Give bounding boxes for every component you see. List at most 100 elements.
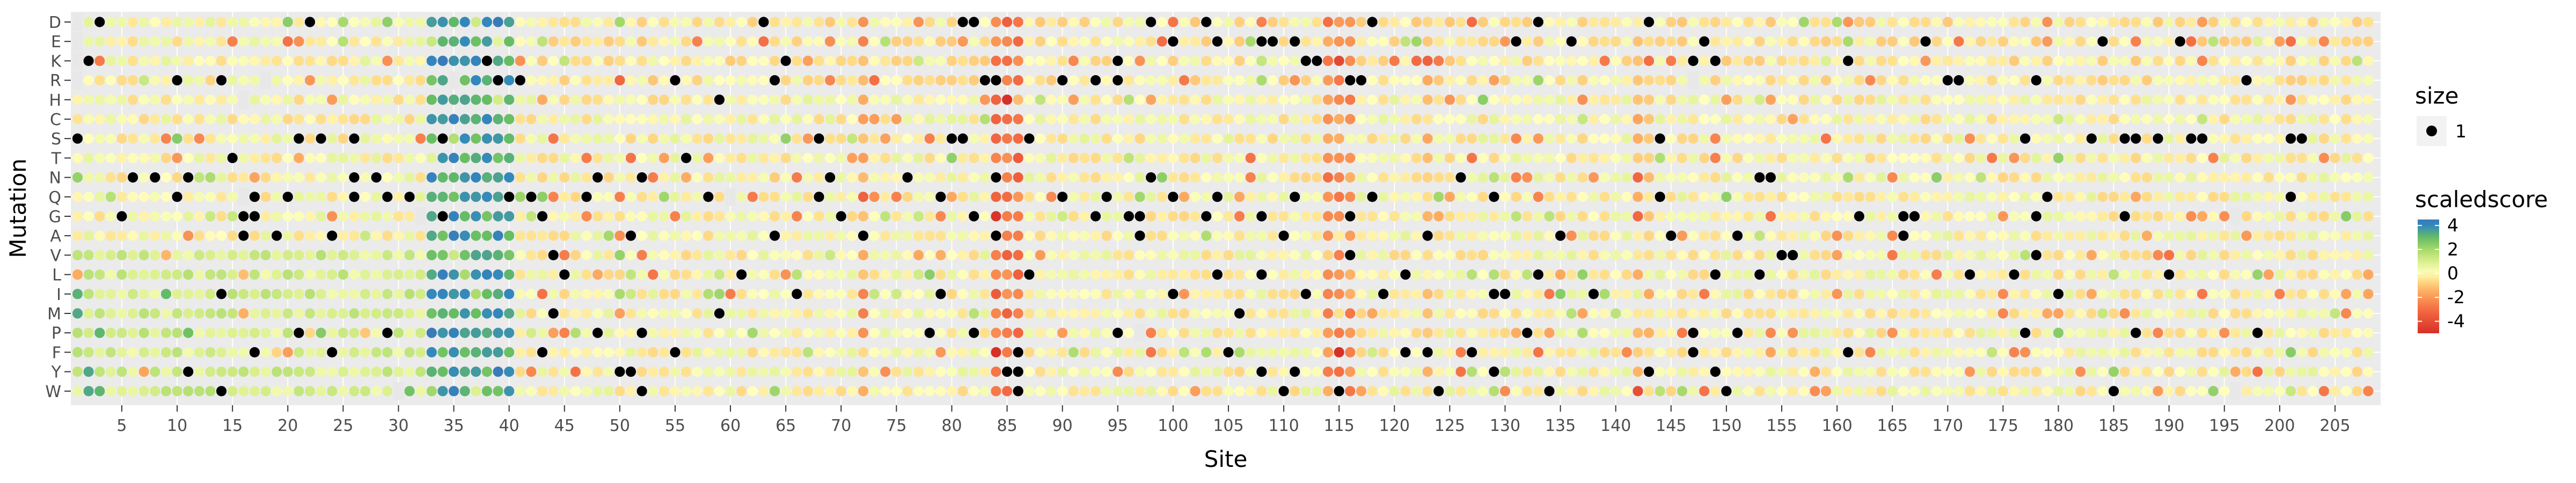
score-point [216,347,227,358]
score-point [946,172,957,183]
score-point [1090,230,1101,241]
score-point [692,308,702,319]
score-point [481,289,493,299]
score-point [1920,347,1931,358]
score-point [548,347,559,358]
score-point [526,230,537,241]
score-point [1743,367,1754,377]
score-point [1732,250,1743,260]
x-axis: 5 10 15 20 25 30 35 40 45 50 55 60 65 70 75 80 85 90 95 100… [116,405,2351,435]
score-point [349,114,360,125]
score-point [2031,269,2041,280]
score-point [2252,347,2263,358]
score-point [2141,230,2153,241]
score-point [913,94,924,105]
score-point [2274,17,2285,27]
wildtype-point [2086,133,2097,144]
score-point [1455,114,1466,125]
score-point [1001,250,1013,260]
score-point [1887,172,1898,183]
score-point [1942,211,1953,222]
wildtype-point [128,172,138,183]
score-point [1411,308,1422,319]
score-point [138,269,149,280]
score-point [2219,308,2230,319]
score-point [1511,289,1521,299]
score-point [128,347,138,358]
score-point [946,94,957,105]
score-point [537,192,548,202]
score-point [648,308,658,319]
score-point [2064,250,2075,260]
score-point [1621,75,1632,86]
score-point [1876,230,1887,241]
score-point [1898,386,1909,397]
score-point [1810,250,1820,260]
score-point [2164,114,2175,125]
score-point [116,230,127,241]
score-point [1655,211,1665,222]
score-point [1499,367,1511,377]
score-point [227,17,238,27]
score-point [792,308,802,319]
score-point [1832,152,1842,163]
score-point [1489,308,1499,319]
score-point [1345,152,1356,163]
score-point [1677,133,1687,144]
score-point [1533,192,1543,202]
score-point [1267,152,1278,163]
score-point [1411,327,1422,338]
score-point [448,230,459,241]
score-point [1677,55,1687,66]
score-point [249,75,260,86]
score-point [1788,347,1798,358]
score-point [371,367,382,377]
score-point [2141,327,2153,338]
score-point [1843,327,1854,338]
score-point [1688,172,1699,183]
score-point [614,289,625,299]
score-point [1633,152,1643,163]
score-point [1179,172,1190,183]
score-point [1179,386,1190,397]
score-point [636,55,647,66]
score-point [703,327,714,338]
score-point [1499,55,1511,66]
colorbar-ticks: 420-2-4 [2418,215,2465,332]
score-point [1920,55,1931,66]
score-point [183,327,194,338]
x-tick-label: 95 [1108,416,1128,435]
wildtype-point [1345,75,1356,86]
score-point [559,308,570,319]
legend-color: scaledscore 420-2-4 [2415,186,2548,333]
score-point [1090,347,1101,358]
score-point [1300,133,1311,144]
score-point [1123,172,1134,183]
score-point [2042,36,2053,47]
score-point [681,269,692,280]
score-point [1079,55,1090,66]
score-point [2186,94,2197,105]
score-point [1334,94,1344,105]
wildtype-point [1788,250,1798,260]
score-point [1356,250,1367,260]
score-point [2141,36,2153,47]
score-point [581,327,592,338]
wildtype-point [769,75,780,86]
score-point [1621,17,1632,27]
score-point [404,230,415,241]
score-point [935,55,946,66]
score-point [526,17,537,27]
score-point [1001,269,1013,280]
missing-cell [72,52,83,70]
score-point [94,367,105,377]
score-point [327,386,338,397]
score-point [2341,17,2352,27]
score-point [160,289,172,299]
score-point [2119,114,2130,125]
score-point [1776,308,1787,319]
score-point [260,36,271,47]
score-point [2352,152,2362,163]
score-point [692,94,702,105]
score-point [1997,172,2008,183]
